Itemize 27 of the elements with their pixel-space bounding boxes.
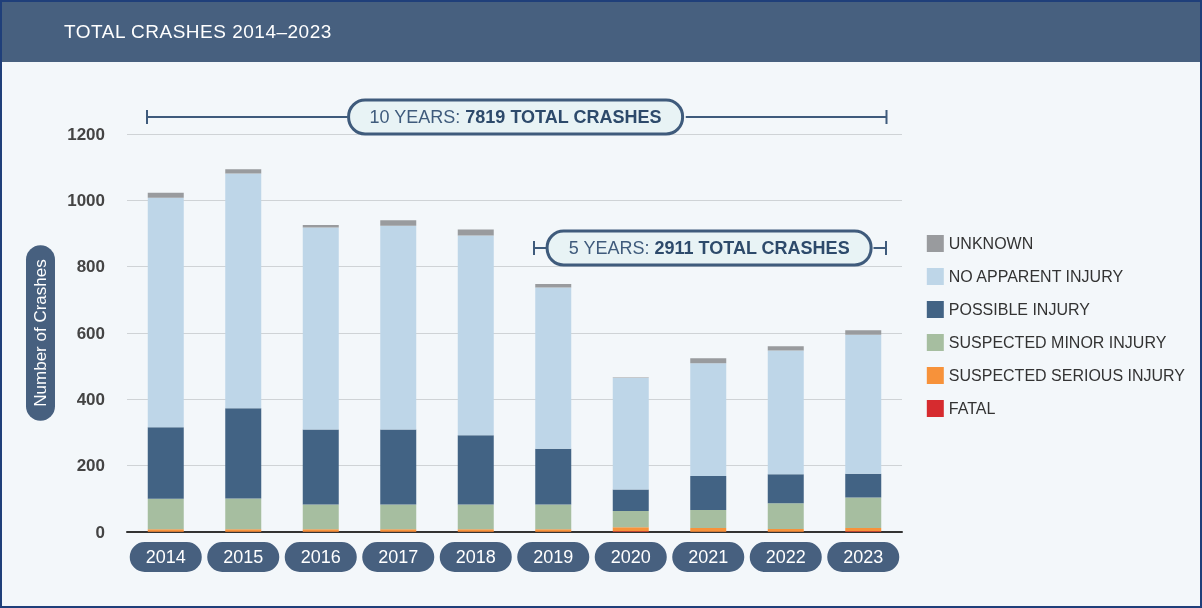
x-tick-label: 2014 (145, 547, 186, 567)
legend-label: SUSPECTED MINOR INJURY (948, 334, 1167, 351)
y-tick-label: 1200 (67, 124, 105, 144)
y-tick-label: 800 (76, 257, 105, 277)
chart-title: TOTAL CRASHES 2014–2023 (2, 2, 1200, 62)
y-tick-label: 200 (76, 456, 105, 476)
x-tick-label: 2020 (610, 547, 651, 567)
x-tick-label: 2018 (455, 547, 496, 567)
y-tick-label: 600 (76, 323, 105, 343)
y-tick-label: 400 (76, 389, 105, 409)
legend-label: NO APPARENT INJURY (948, 268, 1124, 285)
legend-label: UNKNOWN (948, 235, 1034, 252)
x-tick-label: 2015 (223, 547, 264, 567)
y-axis-title: Number of Crashes (31, 259, 50, 407)
legend-label: SUSPECTED SERIOUS INJURY (948, 367, 1186, 384)
x-tick-label: 2019 (533, 547, 574, 567)
text: 10 YEARS: 7819 TOTAL CRASHES (346, 98, 685, 136)
x-tick-label: 2017 (378, 547, 419, 567)
x-tick-label: 2016 (300, 547, 341, 567)
x-tick-label: 2023 (843, 547, 884, 567)
legend-label: FATAL (948, 400, 996, 417)
y-tick-label: 0 (95, 522, 105, 542)
x-tick-label: 2021 (688, 547, 729, 567)
annotation: 5 YEARS: 2911 TOTAL CRASHES (545, 229, 873, 267)
legend-label: POSSIBLE INJURY (948, 301, 1091, 318)
y-tick-label: 1000 (67, 190, 105, 210)
x-tick-label: 2022 (765, 547, 806, 567)
